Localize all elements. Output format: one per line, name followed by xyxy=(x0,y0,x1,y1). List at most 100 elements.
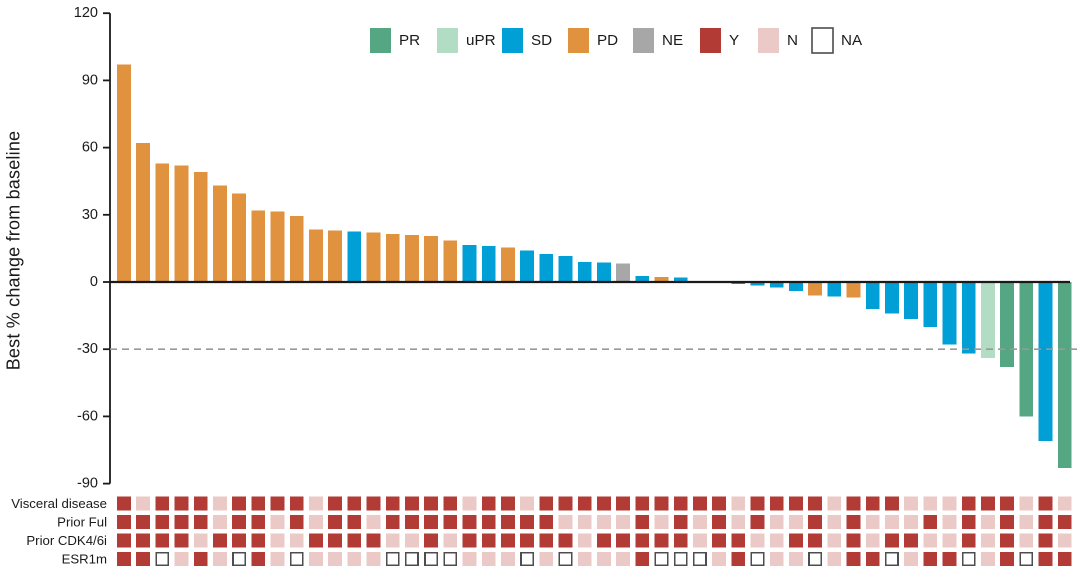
annotation-cell-r3-p28 xyxy=(635,533,650,548)
annotation-cell-r4-p37 xyxy=(808,551,822,566)
annotation-cell-r3-p15 xyxy=(385,533,400,548)
annotation-cell-r2-p38 xyxy=(827,515,842,529)
annotation-cell-r4-p11 xyxy=(309,552,323,566)
bar-patient-12 xyxy=(328,230,342,282)
annotation-cell-r2-p24 xyxy=(558,515,573,529)
annotation-cell-r3-p32 xyxy=(712,533,726,548)
annotation-cell-r1-p26 xyxy=(597,496,611,511)
annotation-cell-r3-p45 xyxy=(961,533,976,548)
annotation-cell-r3-p5 xyxy=(193,533,208,548)
legend-label-NA: NA xyxy=(841,32,863,49)
bar-patient-27 xyxy=(616,263,630,282)
annotation-cell-r1-p2 xyxy=(136,496,150,511)
annotation-cell-r2-p8 xyxy=(251,515,266,529)
annotation-cell-r3-p2 xyxy=(136,533,150,548)
annotation-cell-r2-p46 xyxy=(981,515,995,529)
annotation-cell-r1-p21 xyxy=(501,496,515,511)
annotation-cell-r4-p1 xyxy=(117,552,131,566)
y-axis-tick-label: -90 xyxy=(77,476,98,492)
annotation-cell-r4-p18 xyxy=(443,551,458,566)
annotation-cell-r2-p25 xyxy=(577,515,592,529)
annotation-cell-r1-p5 xyxy=(193,496,208,511)
annotation-cell-r2-p30 xyxy=(673,515,688,529)
annotation-cell-r4-p23 xyxy=(539,552,554,566)
bar-patient-19 xyxy=(462,245,477,282)
annotation-cell-r2-p21 xyxy=(501,515,515,529)
bar-patient-3 xyxy=(155,163,170,282)
annotation-cell-r1-p19 xyxy=(462,496,477,511)
annotation-cell-r1-p36 xyxy=(789,496,803,511)
annotation-cell-r3-p12 xyxy=(328,533,342,548)
y-axis-tick-label: 30 xyxy=(82,207,98,223)
annotation-cell-r4-p5 xyxy=(193,552,208,566)
annotation-cell-r2-p49 xyxy=(1038,515,1053,529)
annotation-cell-r3-p49 xyxy=(1038,533,1053,548)
annotation-cell-r1-p39 xyxy=(846,496,861,511)
annotation-cell-r4-p49 xyxy=(1038,552,1053,566)
annotation-cell-r4-p10 xyxy=(289,551,304,566)
annotation-cell-r3-p16 xyxy=(405,533,419,548)
annotation-cell-r2-p32 xyxy=(712,515,726,529)
annotation-cell-r3-p9 xyxy=(270,533,285,548)
annotation-cell-r4-p38 xyxy=(827,552,842,566)
annotation-cell-r1-p38 xyxy=(827,496,842,511)
annotation-cell-r4-p24 xyxy=(558,551,573,566)
annotation-cell-r1-p33 xyxy=(731,496,746,511)
annotation-cell-r3-p37 xyxy=(808,533,822,548)
annotation-cell-r4-p15 xyxy=(385,551,400,566)
y-axis-tick-label: 60 xyxy=(82,140,98,156)
legend-label-PD: PD xyxy=(597,32,618,49)
annotation-cell-r2-p4 xyxy=(174,515,189,529)
annotation-cell-r4-p50 xyxy=(1057,552,1072,566)
bar-patient-45 xyxy=(961,282,976,354)
annotation-cell-r1-p29 xyxy=(654,496,669,511)
annotation-cell-r4-p7 xyxy=(232,551,246,566)
annotation-cell-r1-p30 xyxy=(673,496,688,511)
annotation-row-label: Visceral disease xyxy=(11,496,107,511)
annotation-cell-r1-p16 xyxy=(405,496,419,511)
annotation-cell-r1-p12 xyxy=(328,496,342,511)
annotation-cell-r3-p23 xyxy=(539,533,554,548)
legend-swatch-NA xyxy=(811,27,834,54)
annotation-cell-r1-p17 xyxy=(424,496,438,511)
annotation-cell-r4-p47 xyxy=(1000,552,1014,566)
annotation-cell-r2-p50 xyxy=(1057,515,1072,529)
annotation-cell-r1-p31 xyxy=(693,496,707,511)
annotation-cell-r4-p43 xyxy=(923,552,938,566)
annotation-cell-r1-p24 xyxy=(558,496,573,511)
bar-patient-30 xyxy=(673,277,688,282)
annotation-cell-r2-p16 xyxy=(405,515,419,529)
annotation-cell-r4-p3 xyxy=(155,551,170,566)
annotation-cell-r4-p19 xyxy=(462,552,477,566)
legend-swatch-PR xyxy=(370,28,391,53)
annotation-cell-r3-p34 xyxy=(750,533,765,548)
bar-patient-23 xyxy=(539,254,554,282)
annotation-cell-r3-p31 xyxy=(693,533,707,548)
annotation-cell-r1-p8 xyxy=(251,496,266,511)
annotation-cell-r1-p9 xyxy=(270,496,285,511)
bar-patient-11 xyxy=(309,229,323,282)
annotation-cell-r3-p44 xyxy=(942,533,957,548)
annotation-cell-r2-p9 xyxy=(270,515,285,529)
y-axis-tick-label: 90 xyxy=(82,72,98,88)
annotation-row-label: Prior Ful xyxy=(57,515,107,530)
legend-label-Y: Y xyxy=(729,32,739,49)
annotation-cell-r1-p44 xyxy=(942,496,957,511)
annotation-cell-r3-p21 xyxy=(501,533,515,548)
annotation-cell-r2-p20 xyxy=(481,515,496,529)
bar-patient-50 xyxy=(1057,282,1072,468)
annotation-cell-r4-p16 xyxy=(404,551,419,566)
annotation-cell-r1-p6 xyxy=(213,496,227,511)
annotation-cell-r4-p41 xyxy=(884,551,899,566)
bar-patient-10 xyxy=(289,215,304,282)
annotation-cell-r2-p36 xyxy=(789,515,803,529)
annotation-cell-r2-p12 xyxy=(328,515,342,529)
annotation-cell-r3-p40 xyxy=(865,533,880,548)
bar-patient-41 xyxy=(885,282,899,314)
bar-patient-43 xyxy=(923,282,938,327)
annotation-cell-r2-p44 xyxy=(942,515,957,529)
annotation-cell-r3-p19 xyxy=(462,533,477,548)
annotation-cell-r4-p17 xyxy=(424,551,438,566)
annotation-cell-r3-p46 xyxy=(981,533,995,548)
bar-patient-29 xyxy=(654,276,669,282)
